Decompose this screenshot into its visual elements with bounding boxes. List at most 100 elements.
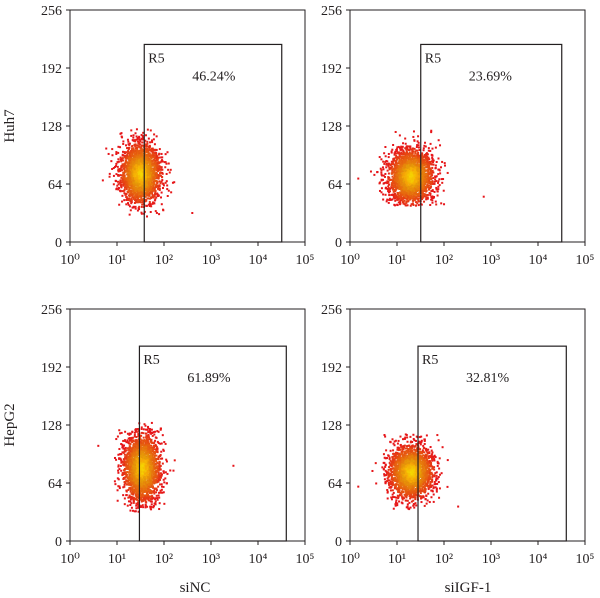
scatter-point xyxy=(124,177,127,180)
scatter-point xyxy=(129,163,132,166)
scatter-point xyxy=(421,189,424,192)
scatter-point xyxy=(126,179,129,182)
scatter-point xyxy=(405,190,408,193)
scatter-point xyxy=(409,204,412,207)
scatter-point xyxy=(422,192,425,195)
scatter-point xyxy=(407,157,410,160)
scatter-point xyxy=(149,184,152,187)
scatter-point xyxy=(134,205,137,208)
scatter-point xyxy=(413,168,416,171)
scatter-point xyxy=(136,137,139,140)
scatter-point xyxy=(148,171,151,174)
scatter-point xyxy=(126,185,129,188)
scatter-point xyxy=(424,156,427,159)
scatter-point xyxy=(153,157,156,160)
scatter-point xyxy=(150,156,153,159)
scatter-point xyxy=(412,154,415,157)
scatter-point xyxy=(108,175,111,178)
x-tick-label: 10⁵ xyxy=(296,253,315,268)
scatter-point xyxy=(140,211,143,214)
scatter-point xyxy=(135,497,138,500)
scatter-point xyxy=(124,182,127,185)
x-tick-label: 10⁵ xyxy=(576,253,595,268)
scatter-point xyxy=(151,202,154,205)
scatter-point xyxy=(129,178,132,181)
scatter-point xyxy=(153,166,156,169)
scatter-point xyxy=(134,149,137,152)
scatter-point xyxy=(413,157,416,160)
scatter-point xyxy=(153,178,156,181)
scatter-point xyxy=(414,185,417,188)
scatter-point xyxy=(140,165,143,168)
scatter-point xyxy=(126,453,129,456)
scatter-point xyxy=(153,169,156,172)
scatter-point xyxy=(412,199,415,202)
scatter-point xyxy=(390,151,393,154)
scatter-point xyxy=(128,184,131,187)
scatter-point xyxy=(412,204,415,206)
scatter-point xyxy=(144,165,147,168)
scatter-point xyxy=(138,189,141,192)
scatter-point xyxy=(153,174,156,177)
scatter-point xyxy=(156,193,159,196)
scatter-point xyxy=(419,161,422,164)
scatter-point xyxy=(399,160,402,163)
scatter-point xyxy=(123,188,126,191)
scatter-point xyxy=(416,169,419,172)
scatter-point xyxy=(394,188,397,191)
scatter-point xyxy=(435,175,438,178)
scatter-point xyxy=(142,496,145,499)
scatter-point xyxy=(145,181,148,184)
scatter-point xyxy=(154,190,157,193)
scatter-point xyxy=(116,184,119,187)
scatter-point xyxy=(417,173,420,176)
scatter-point xyxy=(402,160,405,163)
scatter-point xyxy=(117,464,120,467)
scatter-point xyxy=(413,197,416,200)
scatter-point xyxy=(133,447,136,450)
gate-percent-label: 23.69% xyxy=(469,69,513,84)
scatter-point xyxy=(412,181,415,184)
scatter-point xyxy=(416,152,419,155)
scatter-point xyxy=(397,165,400,168)
scatter-point xyxy=(127,155,130,158)
scatter-point xyxy=(153,164,156,167)
scatter-point xyxy=(393,203,396,206)
scatter-point xyxy=(408,151,411,154)
scatter-point xyxy=(150,165,153,167)
scatter-point xyxy=(138,181,141,184)
scatter-point xyxy=(158,188,161,191)
scatter-point xyxy=(120,461,123,464)
scatter-point xyxy=(120,166,123,169)
scatter-point xyxy=(405,201,408,204)
scatter-point xyxy=(398,154,401,157)
scatter-point xyxy=(426,184,429,187)
scatter-point xyxy=(120,169,123,172)
scatter-point xyxy=(133,198,136,201)
scatter-point xyxy=(131,166,134,169)
scatter-point xyxy=(397,172,400,175)
scatter-point xyxy=(155,162,158,165)
scatter-point xyxy=(133,152,136,155)
scatter-point xyxy=(132,149,135,152)
scatter-point xyxy=(421,178,424,181)
scatter-point xyxy=(127,190,130,193)
scatter-point xyxy=(418,156,421,159)
scatter-point xyxy=(414,192,417,195)
scatter-point xyxy=(403,199,406,202)
scatter-point xyxy=(395,185,398,188)
scatter-point xyxy=(413,159,416,162)
scatter-point xyxy=(416,198,419,201)
scatter-point xyxy=(138,156,141,159)
scatter-point xyxy=(144,183,147,186)
scatter-point xyxy=(165,458,168,461)
scatter-point xyxy=(405,149,408,152)
scatter-point xyxy=(147,152,150,155)
scatter-point xyxy=(430,190,433,193)
scatter-point xyxy=(383,152,386,155)
scatter-point xyxy=(122,165,125,168)
x-tick-label: 10³ xyxy=(482,253,500,268)
scatter-point xyxy=(154,198,157,201)
scatter-point xyxy=(425,166,428,169)
